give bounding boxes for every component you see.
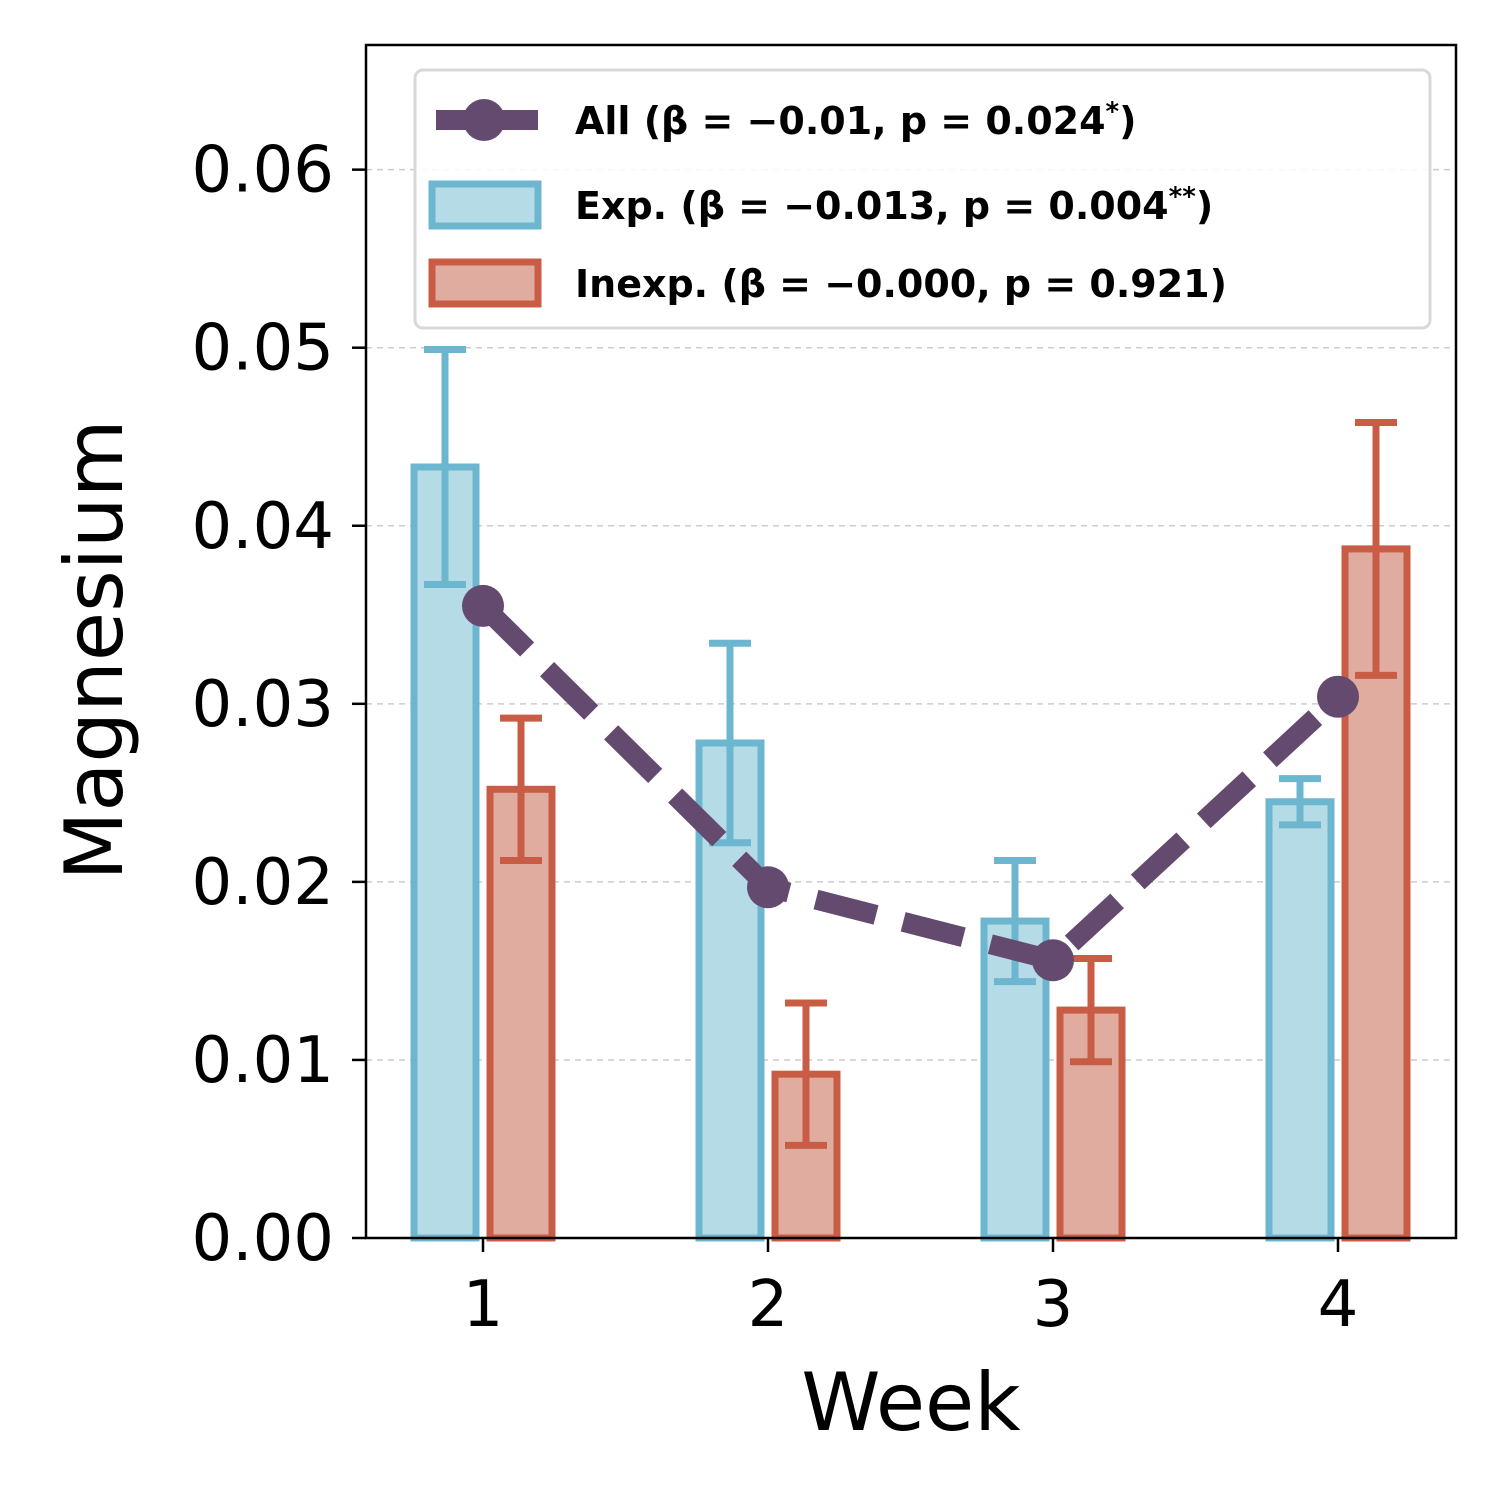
y-tick-label: 0.03 [192,668,335,742]
all-line-point [1317,675,1359,718]
legend-bar-swatch [428,258,542,308]
legend-label-end: ) [1119,99,1136,143]
legend-bar-swatch [428,180,542,230]
y-tick-label: 0.06 [192,134,335,208]
y-tick-label: 0.04 [192,490,335,564]
x-tick-label: 2 [748,1268,789,1342]
legend-label-superscript: ** [1169,182,1197,212]
legend-label: Inexp. (β = −0.000, p = 0.921) [575,262,1227,306]
legend-label-superscript: * [1106,97,1120,127]
y-tick-label: 0.00 [192,1202,335,1276]
legend-box [413,68,1432,330]
legend-label-main: All (β = −0.01, p = 0.024 [575,99,1106,143]
legend-label-end: ) [1196,184,1213,228]
legend-label: Exp. (β = −0.013, p = 0.004**) [575,182,1213,228]
all-series-line [462,584,1359,982]
y-tick-label: 0.01 [192,1024,335,1098]
legend-label-main: Exp. (β = −0.013, p = 0.004 [575,184,1169,228]
all-line-point [747,866,789,909]
legend: All (β = −0.01, p = 0.024*)Exp. (β = −0.… [413,68,1432,330]
all-line-point [462,584,504,627]
legend-label-main: Inexp. (β = −0.000, p = 0.921) [575,262,1227,306]
all-line-path [475,598,1345,972]
legend-marker-swatch [463,99,505,141]
y-tick-label: 0.05 [192,312,335,386]
x-tick-label: 3 [1033,1268,1074,1342]
axes: 0.00 0.01 0.02 0.03 0.04 0.05 0.06 1 2 3 4 [192,134,1359,1342]
y-tick-label: 0.02 [192,846,335,920]
bar-exp [1265,798,1335,1242]
bar-inexp [486,785,556,1242]
y-axis-title: Magnesium [48,419,141,880]
plot-frame [364,43,1458,1240]
x-tick-label: 1 [463,1268,504,1342]
bars [410,345,1411,1242]
x-tick-label: 4 [1318,1268,1359,1342]
x-axis-title: Week [801,1356,1021,1449]
legend-label: All (β = −0.01, p = 0.024*) [575,97,1137,143]
all-line-point [1032,939,1074,982]
